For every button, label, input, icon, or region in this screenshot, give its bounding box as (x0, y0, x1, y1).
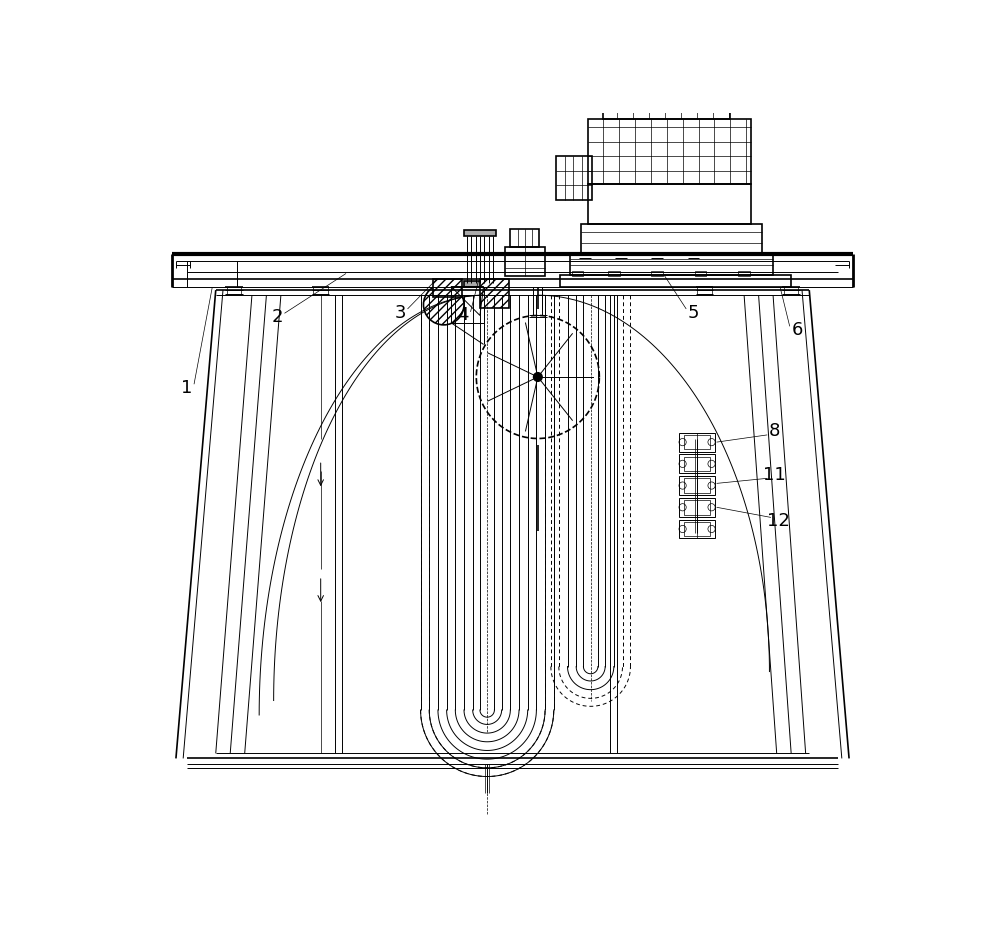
Bar (570, 253, 773, 274)
Bar (608, 271, 620, 276)
Bar (433, 279, 462, 297)
Bar (684, 457, 710, 471)
Text: 6: 6 (791, 321, 803, 339)
Text: 3: 3 (395, 304, 406, 321)
Bar (684, 500, 710, 514)
Bar (695, 271, 706, 276)
Bar (679, 520, 715, 539)
Circle shape (533, 372, 542, 382)
Bar (684, 435, 710, 449)
Bar (464, 230, 496, 236)
Bar (505, 246, 545, 275)
Text: 4: 4 (458, 306, 469, 324)
Bar (572, 271, 583, 276)
Text: 12: 12 (767, 512, 790, 530)
Bar (510, 228, 539, 246)
Bar (588, 184, 751, 225)
Bar (679, 477, 715, 495)
Text: 8: 8 (769, 422, 780, 440)
Bar (738, 271, 750, 276)
Bar (651, 271, 663, 276)
Bar (679, 498, 715, 517)
Bar (464, 281, 496, 288)
Bar (588, 119, 751, 184)
Text: 1: 1 (181, 379, 192, 397)
Bar (684, 522, 710, 536)
Circle shape (423, 284, 464, 325)
Bar (480, 279, 509, 308)
Bar (679, 432, 715, 451)
Bar (560, 274, 791, 287)
Bar (684, 478, 710, 493)
Bar (556, 156, 592, 199)
Text: 5: 5 (688, 304, 699, 321)
Bar (581, 225, 762, 253)
Bar (603, 80, 730, 119)
Bar (679, 454, 715, 473)
Text: 11: 11 (763, 465, 786, 484)
Text: 2: 2 (272, 308, 283, 326)
